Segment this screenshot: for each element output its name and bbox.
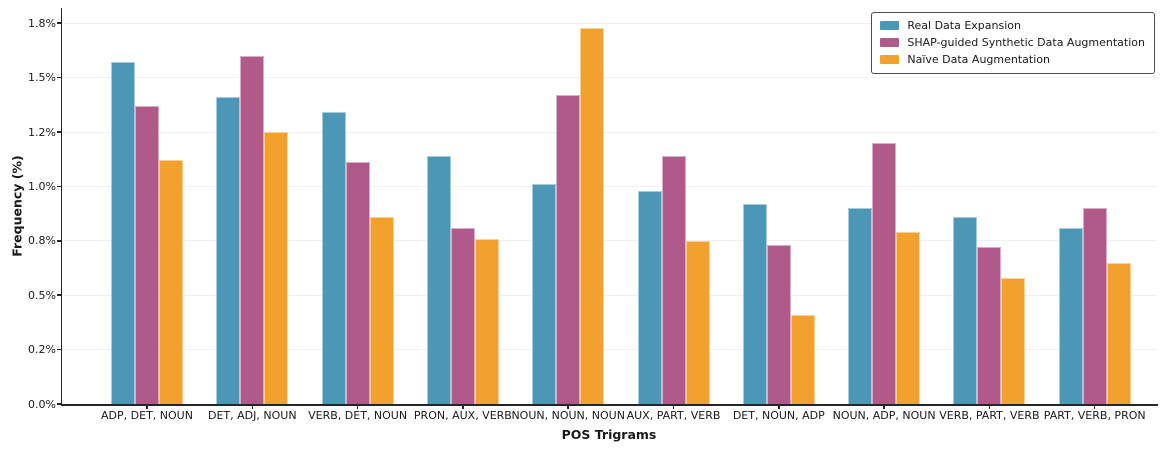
legend-label: SHAP-guided Synthetic Data Augmentation <box>907 36 1145 49</box>
bar-naive-data-augmentation <box>264 132 289 404</box>
x-tick-mark <box>778 404 780 409</box>
x-tick-label: ADP, DET, NOUN <box>101 409 193 422</box>
bar-shap-guided-synthetic-data-augmentation <box>450 227 475 404</box>
legend-item-shap-guided-synthetic-data-augmentation: SHAP-guided Synthetic Data Augmentation <box>880 35 1145 50</box>
y-tick-label: 0.8% <box>28 234 56 248</box>
gridline <box>62 77 1157 79</box>
x-tick-mark <box>672 404 675 409</box>
bar-shap-guided-synthetic-data-augmentation <box>872 142 897 404</box>
bar-real-data-expansion <box>953 216 978 404</box>
x-axis-spine <box>60 404 1158 406</box>
x-tick-mark <box>146 404 148 409</box>
y-tick-label: 1.0% <box>28 179 56 193</box>
y-tick-label: 1.2% <box>28 125 56 139</box>
gridline <box>62 240 1157 242</box>
bar-shap-guided-synthetic-data-augmentation <box>556 95 581 404</box>
x-tick-mark <box>883 404 885 409</box>
bar-real-data-expansion <box>532 184 557 404</box>
x-axis-title: POS Trigrams <box>561 427 657 442</box>
bar-shap-guided-synthetic-data-augmentation <box>661 155 686 404</box>
bar-real-data-expansion <box>637 190 662 404</box>
x-tick-mark <box>251 404 254 409</box>
y-tick-mark <box>56 348 61 351</box>
bar-naive-data-augmentation <box>896 232 921 404</box>
bar-naive-data-augmentation <box>685 240 710 404</box>
legend: Real Data Expansion SHAP-guided Syntheti… <box>871 12 1155 74</box>
x-tick-label: VERB, DET, NOUN <box>308 409 408 422</box>
x-tick-label: NOUN, NOUN, NOUN <box>511 409 625 422</box>
bar-naive-data-augmentation <box>580 27 605 404</box>
legend-swatch-real-data-expansion <box>880 21 900 30</box>
legend-item-real-data-expansion: Real Data Expansion <box>880 18 1145 33</box>
legend-swatch-shap-guided-synthetic-data-augmentation <box>880 38 900 47</box>
bar-naive-data-augmentation <box>790 314 815 404</box>
gridline <box>62 131 1157 133</box>
legend-item-naive-data-augmentation: Naïve Data Augmentation <box>880 52 1145 67</box>
x-tick-label: NOUN, ADP, NOUN <box>832 409 936 422</box>
legend-swatch-naive-data-augmentation <box>880 55 900 64</box>
x-tick-mark <box>567 404 569 409</box>
bar-real-data-expansion <box>111 62 135 404</box>
legend-label: Real Data Expansion <box>907 19 1021 32</box>
gridline <box>62 22 1157 24</box>
bar-shap-guided-synthetic-data-augmentation <box>240 55 265 404</box>
bar-naive-data-augmentation <box>474 238 499 404</box>
legend-label: Naïve Data Augmentation <box>907 53 1050 66</box>
x-tick-mark <box>356 404 359 409</box>
plot-area: Real Data Expansion SHAP-guided Syntheti… <box>62 8 1157 404</box>
y-axis-spine <box>60 8 62 406</box>
y-tick-mark <box>56 131 61 133</box>
bar-real-data-expansion <box>848 208 873 404</box>
bar-naive-data-augmentation <box>369 216 394 404</box>
x-tick-label: PART, VERB, PRON <box>1043 409 1146 422</box>
y-tick-mark <box>56 22 61 24</box>
y-tick-mark <box>56 185 61 188</box>
bar-real-data-expansion <box>216 97 241 404</box>
gridline <box>62 185 1157 187</box>
bar-real-data-expansion <box>426 155 451 404</box>
y-tick-label: 0.5% <box>28 288 56 302</box>
y-tick-mark <box>56 294 61 296</box>
y-tick-mark <box>56 403 61 405</box>
bar-shap-guided-synthetic-data-augmentation <box>1082 208 1107 404</box>
x-tick-mark <box>988 404 991 409</box>
bar-real-data-expansion <box>1058 227 1083 404</box>
x-tick-mark <box>462 404 464 409</box>
x-tick-label: DET, ADJ, NOUN <box>208 409 297 422</box>
x-tick-label: VERB, PART, VERB <box>939 409 1040 422</box>
gridline <box>62 349 1157 351</box>
bar-shap-guided-synthetic-data-augmentation <box>345 162 370 404</box>
bar-shap-guided-synthetic-data-augmentation <box>977 247 1002 404</box>
x-tick-label: DET, NOUN, ADP <box>732 409 825 422</box>
y-tick-mark <box>56 240 61 242</box>
bar-naive-data-augmentation <box>1001 277 1026 404</box>
x-tick-label: PRON, AUX, VERB <box>413 409 512 422</box>
bar-real-data-expansion <box>321 112 346 404</box>
x-tick-mark <box>1093 404 1096 409</box>
y-tick-mark <box>56 76 61 79</box>
y-tick-label: 0.0% <box>28 397 56 411</box>
bar-real-data-expansion <box>742 203 767 404</box>
y-tick-label: 1.5% <box>28 71 56 85</box>
y-tick-label: 1.8% <box>28 16 56 30</box>
bar-naive-data-augmentation <box>159 160 183 404</box>
bar-shap-guided-synthetic-data-augmentation <box>766 245 791 404</box>
y-tick-label: 0.2% <box>28 343 56 357</box>
bar-shap-guided-synthetic-data-augmentation <box>135 105 159 404</box>
gridline <box>62 294 1157 296</box>
bar-naive-data-augmentation <box>1106 262 1131 404</box>
x-tick-label: AUX, PART, VERB <box>626 409 721 422</box>
